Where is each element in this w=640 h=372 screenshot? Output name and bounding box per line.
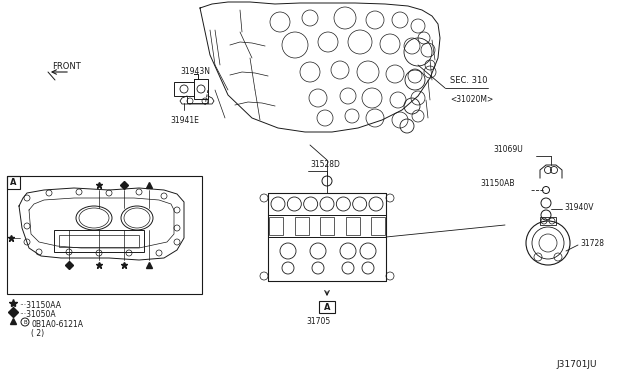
Bar <box>268 193 386 281</box>
Text: 31528D: 31528D <box>310 160 340 169</box>
Bar <box>319 301 335 313</box>
Bar <box>269 217 283 235</box>
Bar <box>268 237 386 281</box>
Text: A: A <box>324 302 330 311</box>
Bar <box>371 217 385 235</box>
Bar <box>59 235 139 247</box>
Text: 31150AB: 31150AB <box>480 179 515 188</box>
Bar <box>174 82 194 96</box>
Text: 31940V: 31940V <box>564 202 593 212</box>
Bar <box>7 176 20 189</box>
Text: ···31050A: ···31050A <box>19 310 56 319</box>
Text: 31941E: 31941E <box>170 116 199 125</box>
Bar <box>268 193 386 215</box>
Bar <box>54 230 144 252</box>
Text: 0B1A0-6121A: 0B1A0-6121A <box>31 320 83 329</box>
Text: B: B <box>23 320 27 324</box>
Text: 31943N: 31943N <box>180 67 210 76</box>
Text: 31705: 31705 <box>307 317 331 326</box>
Text: <31020M>: <31020M> <box>450 95 493 104</box>
Text: 31728: 31728 <box>580 238 604 247</box>
Text: ( 2): ( 2) <box>31 329 44 338</box>
Text: ···31150AA: ···31150AA <box>19 301 61 310</box>
Text: 31069U: 31069U <box>493 145 523 154</box>
Bar <box>194 79 208 99</box>
Bar <box>268 215 386 237</box>
Bar <box>7 176 202 294</box>
Text: FRONT: FRONT <box>52 62 81 71</box>
Bar <box>294 217 308 235</box>
Bar <box>320 217 334 235</box>
Bar <box>346 217 360 235</box>
Bar <box>540 217 556 225</box>
Text: A: A <box>10 178 17 187</box>
Text: SEC. 310: SEC. 310 <box>450 76 488 85</box>
Text: J31701JU: J31701JU <box>556 360 596 369</box>
